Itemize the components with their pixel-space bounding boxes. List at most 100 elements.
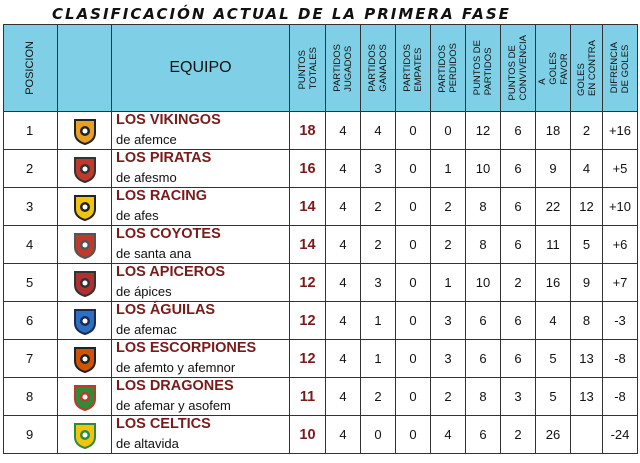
title-bar: CLASIFICACIÓN ACTUAL DE LA PRIMERA FASE xyxy=(0,0,640,24)
position-cell: 6 xyxy=(3,301,58,340)
position-cell: 9 xyxy=(3,415,58,454)
team-cell: LOS DRAGONES de afemar y asofem xyxy=(111,377,290,416)
diferencia-cell: +6 xyxy=(602,225,638,264)
puntos-convivencia-cell: 6 xyxy=(500,339,536,378)
team-name: LOS ÁGUILAS xyxy=(116,302,216,318)
partidos-ganados-cell: 2 xyxy=(360,377,396,416)
partidos-jugados-cell: 4 xyxy=(325,263,361,302)
team-name: LOS APICEROS xyxy=(116,264,226,280)
team-cell: LOS CELTICS de altavida xyxy=(111,415,290,454)
puntos-convivencia-cell: 2 xyxy=(500,263,536,302)
team-cell: LOS PIRATAS de afesmo xyxy=(111,149,290,188)
goles-contra-cell: 13 xyxy=(570,339,603,378)
header-partidos-empates: PARTIDOS EMPATES xyxy=(395,24,431,112)
team-name: LOS COYOTES xyxy=(116,226,221,242)
table-row: 5 LOS APICEROS de ápices 12 4 3 0 1 10 2 16 9 +7 xyxy=(3,263,638,302)
partidos-jugados-cell: 4 xyxy=(325,301,361,340)
position-cell: 3 xyxy=(3,187,58,226)
puntos-totales-cell: 18 xyxy=(289,111,326,150)
goles-contra-cell: 5 xyxy=(570,225,603,264)
header-row: POSICION EQUIPO PUNTOS TOTALES PARTIDOS JU… xyxy=(3,24,638,112)
header-diferencia: DIFRENCIA DE GOLES xyxy=(602,24,638,112)
puntos-totales-cell: 12 xyxy=(289,301,326,340)
puntos-partidos-cell: 8 xyxy=(465,187,501,226)
table-row: 8 LOS DRAGONES de afemar y asofem 11 4 2 0 2 8 3 5… xyxy=(3,377,638,416)
puntos-convivencia-cell: 3 xyxy=(500,377,536,416)
puntos-partidos-cell: 8 xyxy=(465,225,501,264)
goles-contra-cell: 12 xyxy=(570,187,603,226)
position-cell: 7 xyxy=(3,339,58,378)
team-logo-icon xyxy=(73,346,96,373)
position-cell: 8 xyxy=(3,377,58,416)
goles-favor-cell: 5 xyxy=(535,377,571,416)
puntos-partidos-cell: 10 xyxy=(465,149,501,188)
diferencia-cell: -24 xyxy=(602,415,638,454)
puntos-partidos-cell: 8 xyxy=(465,377,501,416)
header-partidos-jugados: PARTIDOS JUGADOS xyxy=(325,24,361,112)
partidos-perdidos-cell: 4 xyxy=(430,415,466,454)
header-equipo: EQUIPO xyxy=(111,24,290,112)
team-logo-icon xyxy=(73,270,96,297)
partidos-empates-cell: 0 xyxy=(395,263,431,302)
header-puntos-convivencia: PUNTOS DE CONVIVENCIA xyxy=(500,24,536,112)
team-cell: LOS VIKINGOS de afemce xyxy=(111,111,290,150)
team-origin: de altavida xyxy=(116,436,179,451)
table-row: 6 LOS ÁGUILAS de afemac 12 4 1 0 3 6 6 4 8 -3 xyxy=(3,301,638,340)
partidos-ganados-cell: 2 xyxy=(360,225,396,264)
goles-contra-cell: 2 xyxy=(570,111,603,150)
partidos-ganados-cell: 1 xyxy=(360,301,396,340)
logo-cell xyxy=(57,377,112,416)
puntos-totales-cell: 10 xyxy=(289,415,326,454)
team-cell: LOS ÁGUILAS de afemac xyxy=(111,301,290,340)
partidos-jugados-cell: 4 xyxy=(325,377,361,416)
page-title: CLASIFICACIÓN ACTUAL DE LA PRIMERA FASE xyxy=(52,5,511,23)
team-name: LOS VIKINGOS xyxy=(116,112,221,128)
header-puntos-totales: PUNTOS TOTALES xyxy=(289,24,326,112)
header-puntos-partidos: PUNTOS DE PARTIDOS xyxy=(465,24,501,112)
goles-favor-cell: 11 xyxy=(535,225,571,264)
goles-contra-cell: 9 xyxy=(570,263,603,302)
diferencia-cell: +10 xyxy=(602,187,638,226)
team-origin: de afemac xyxy=(116,322,177,337)
header-logo xyxy=(57,24,112,112)
team-origin: de afemar y asofem xyxy=(116,398,231,413)
team-cell: LOS ESCORPIONES de afemto y afemnor xyxy=(111,339,290,378)
puntos-convivencia-cell: 2 xyxy=(500,415,536,454)
partidos-empates-cell: 0 xyxy=(395,339,431,378)
goles-favor-cell: 4 xyxy=(535,301,571,340)
team-cell: LOS RACING de afes xyxy=(111,187,290,226)
partidos-perdidos-cell: 2 xyxy=(430,187,466,226)
partidos-perdidos-cell: 3 xyxy=(430,301,466,340)
partidos-perdidos-cell: 1 xyxy=(430,149,466,188)
partidos-ganados-cell: 3 xyxy=(360,263,396,302)
puntos-totales-cell: 12 xyxy=(289,263,326,302)
partidos-ganados-cell: 3 xyxy=(360,149,396,188)
partidos-perdidos-cell: 1 xyxy=(430,263,466,302)
puntos-partidos-cell: 12 xyxy=(465,111,501,150)
partidos-empates-cell: 0 xyxy=(395,415,431,454)
logo-cell xyxy=(57,339,112,378)
header-goles-favor: A GOLES FAVOR xyxy=(535,24,571,112)
team-origin: de afemto y afemnor xyxy=(116,360,236,375)
puntos-partidos-cell: 10 xyxy=(465,263,501,302)
goles-contra-cell: 8 xyxy=(570,301,603,340)
partidos-empates-cell: 0 xyxy=(395,225,431,264)
logo-cell xyxy=(57,111,112,150)
partidos-empates-cell: 0 xyxy=(395,149,431,188)
partidos-empates-cell: 0 xyxy=(395,111,431,150)
puntos-totales-cell: 14 xyxy=(289,187,326,226)
goles-favor-cell: 26 xyxy=(535,415,571,454)
logo-cell xyxy=(57,415,112,454)
partidos-jugados-cell: 4 xyxy=(325,111,361,150)
team-logo-icon xyxy=(73,308,96,335)
team-cell: LOS APICEROS de ápices xyxy=(111,263,290,302)
logo-cell xyxy=(57,149,112,188)
partidos-perdidos-cell: 2 xyxy=(430,225,466,264)
partidos-empates-cell: 0 xyxy=(395,301,431,340)
team-origin: de afemce xyxy=(116,132,177,147)
partidos-ganados-cell: 1 xyxy=(360,339,396,378)
partidos-ganados-cell: 0 xyxy=(360,415,396,454)
diferencia-cell: +7 xyxy=(602,263,638,302)
partidos-empates-cell: 0 xyxy=(395,377,431,416)
table-row: 3 LOS RACING de afes 14 4 2 0 2 8 6 22 12 +10 xyxy=(3,187,638,226)
